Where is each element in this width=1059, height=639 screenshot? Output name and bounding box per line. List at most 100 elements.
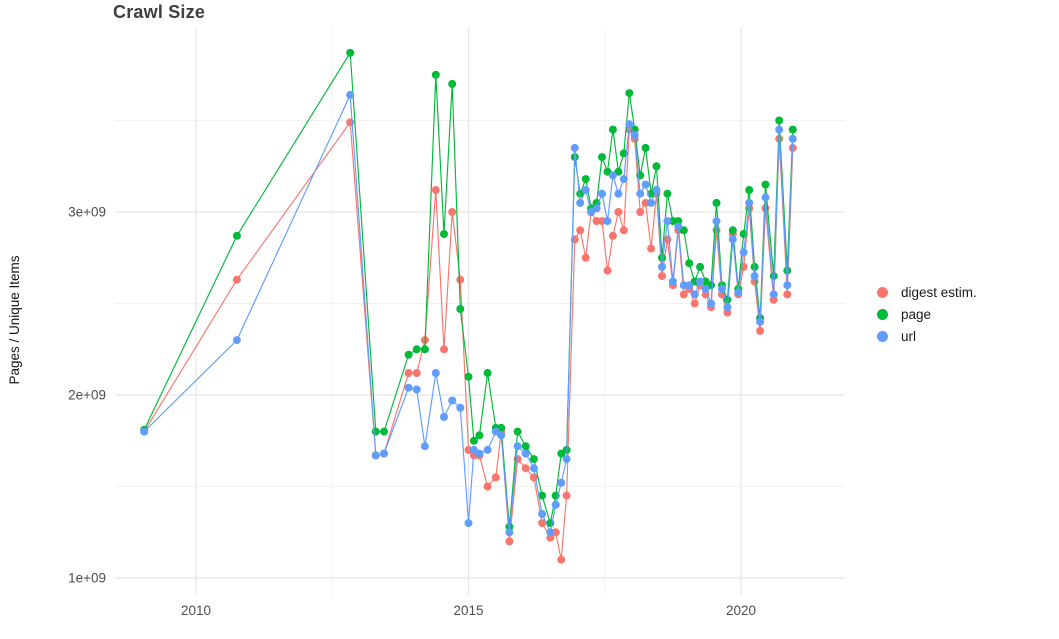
legend-item-url: url xyxy=(874,329,977,344)
data-point-url xyxy=(663,217,672,226)
data-point-url xyxy=(371,451,380,460)
data-point-url xyxy=(769,290,778,299)
data-point-url xyxy=(750,272,759,281)
data-point-page xyxy=(641,143,650,152)
legend: digest estim. page url xyxy=(874,285,977,344)
data-point-url xyxy=(696,277,705,286)
x-tick-label: 2020 xyxy=(726,603,756,618)
data-point-url xyxy=(630,131,639,140)
data-point-url xyxy=(456,403,465,412)
data-point-page xyxy=(420,345,429,354)
data-point-url xyxy=(404,383,413,392)
data-point-digest-estim xyxy=(404,369,413,377)
data-point-digest-estim xyxy=(614,208,623,216)
data-point-url xyxy=(529,464,538,473)
data-point-page xyxy=(663,189,672,198)
data-point-page xyxy=(625,89,634,98)
data-point-digest-estim xyxy=(679,290,688,299)
data-point-page xyxy=(685,259,694,268)
data-point-page xyxy=(728,226,737,235)
data-point-digest-estim xyxy=(783,290,792,299)
gridlines xyxy=(115,28,845,595)
y-tick-label: 3e+09 xyxy=(68,205,106,220)
data-point-url xyxy=(551,500,560,509)
data-point-page xyxy=(404,350,413,359)
data-point-page xyxy=(608,125,617,134)
data-point-url xyxy=(546,528,555,537)
data-point-url xyxy=(761,193,770,202)
data-point-url xyxy=(734,288,743,297)
data-point-url xyxy=(513,442,522,451)
data-point-page xyxy=(469,436,478,445)
data-point-page xyxy=(712,198,721,207)
data-point-page xyxy=(513,427,522,436)
data-point-url xyxy=(756,317,765,326)
data-point-page xyxy=(658,253,666,262)
legend-key-page-icon xyxy=(874,308,891,321)
data-point-digest-estim xyxy=(658,272,666,281)
data-point-page xyxy=(775,116,784,125)
data-point-digest-estim xyxy=(557,555,566,564)
data-point-page xyxy=(448,79,457,88)
data-point-url xyxy=(690,290,699,299)
data-point-url xyxy=(728,235,737,244)
data-point-digest-estim xyxy=(483,482,492,491)
data-point-digest-estim xyxy=(636,208,645,216)
data-point-url xyxy=(603,217,612,226)
legend-label-digest-estim: digest estim. xyxy=(901,285,977,300)
data-point-page xyxy=(232,231,241,240)
data-point-url xyxy=(701,284,710,293)
legend-item-page: page xyxy=(874,307,977,322)
data-point-url xyxy=(464,519,473,528)
data-point-digest-estim xyxy=(232,275,241,284)
data-point-digest-estim xyxy=(412,369,421,377)
data-point-url xyxy=(483,445,492,454)
data-point-digest-estim xyxy=(603,266,612,275)
data-point-digest-estim xyxy=(598,217,606,226)
data-point-url xyxy=(647,198,656,207)
chart-title: Crawl Size xyxy=(113,2,206,22)
data-point-url xyxy=(475,449,484,458)
data-point-url xyxy=(788,134,797,143)
data-point-digest-estim xyxy=(440,345,448,354)
data-point-url xyxy=(440,413,448,421)
data-point-url xyxy=(641,180,650,189)
data-point-page xyxy=(431,70,440,79)
data-point-digest-estim xyxy=(431,186,440,194)
data-point-page xyxy=(380,427,388,436)
data-point-url xyxy=(598,189,606,198)
data-point-digest-estim xyxy=(456,275,465,284)
data-point-url xyxy=(668,277,677,286)
data-point-digest-estim xyxy=(756,326,765,335)
legend-key-url-icon xyxy=(874,330,891,343)
data-point-digest-estim xyxy=(505,537,514,546)
data-point-url xyxy=(420,442,429,451)
data-point-url xyxy=(723,303,732,312)
data-point-page xyxy=(761,180,770,189)
data-point-url xyxy=(576,198,585,207)
data-point-page xyxy=(529,455,538,464)
data-point-url xyxy=(521,449,530,458)
legend-key-digest-estim-icon xyxy=(874,286,891,299)
data-point-url xyxy=(685,281,694,290)
data-point-url xyxy=(140,427,149,436)
data-point-url xyxy=(497,431,506,440)
data-point-digest-estim xyxy=(608,231,617,240)
data-point-url xyxy=(614,189,623,198)
legend-label-page: page xyxy=(901,307,932,322)
data-point-url xyxy=(608,171,617,180)
data-point-url xyxy=(538,510,547,518)
data-point-digest-estim xyxy=(581,253,590,262)
data-point-digest-estim xyxy=(619,226,628,235)
data-point-url xyxy=(775,125,784,134)
data-point-digest-estim xyxy=(690,299,699,308)
data-point-url xyxy=(712,217,721,226)
data-point-page xyxy=(750,262,759,271)
data-point-url xyxy=(783,281,792,290)
data-point-url xyxy=(412,385,421,394)
data-point-page xyxy=(696,262,705,271)
y-axis-label: Pages / Unique Items xyxy=(7,254,22,385)
legend-item-digest-estim: digest estim. xyxy=(874,285,977,300)
